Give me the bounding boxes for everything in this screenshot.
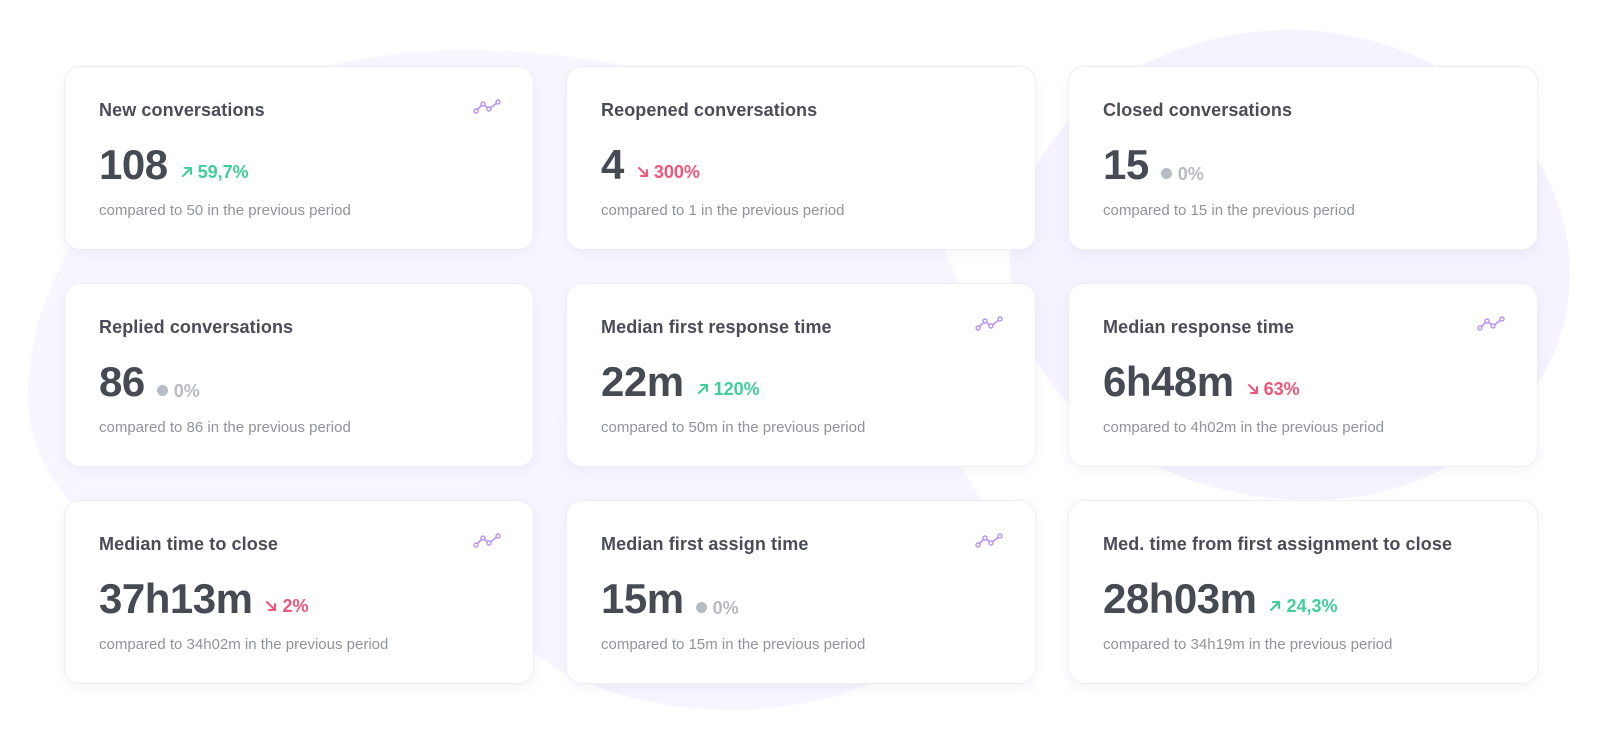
metric-card-time-first-assignment-to-close: Med. time from first assignment to close… bbox=[1068, 500, 1538, 684]
card-title: Median time to close bbox=[99, 534, 279, 554]
card-title: New conversations bbox=[99, 100, 265, 120]
metric-value: 37h13m bbox=[99, 575, 253, 622]
neutral-dot-icon bbox=[695, 602, 707, 613]
change-indicator: 63% bbox=[1246, 378, 1300, 400]
trend-line-icon[interactable] bbox=[975, 533, 1003, 549]
change-percent: 300% bbox=[653, 162, 700, 182]
change-indicator: 0% bbox=[1160, 163, 1204, 185]
card-title: Reopened conversations bbox=[601, 100, 818, 120]
change-percent: 24,3% bbox=[1286, 596, 1338, 616]
change-indicator: 0% bbox=[695, 597, 739, 619]
change-indicator: 59,7% bbox=[180, 161, 249, 183]
metric-value: 6h48m bbox=[1103, 358, 1234, 405]
metric-card-median-first-response-time: Median first response time 22m 120% comp… bbox=[566, 283, 1036, 467]
trend-line-icon[interactable] bbox=[1477, 316, 1505, 332]
metric-card-replied-conversations: Replied conversations 86 0% compared to … bbox=[64, 283, 534, 467]
card-title: Replied conversations bbox=[99, 317, 294, 337]
comparison-text: compared to 50 in the previous period bbox=[99, 202, 351, 219]
card-title: Med. time from first assignment to close bbox=[1103, 534, 1453, 554]
change-percent: 63% bbox=[1263, 379, 1300, 399]
comparison-text: compared to 15 in the previous period bbox=[1103, 202, 1355, 219]
metric-value: 15 bbox=[1103, 141, 1149, 188]
metric-value: 28h03m bbox=[1103, 575, 1257, 622]
metric-card-median-time-to-close: Median time to close 37h13m 2% compared … bbox=[64, 500, 534, 684]
comparison-text: compared to 34h02m in the previous perio… bbox=[99, 636, 389, 653]
metric-value: 86 bbox=[99, 358, 145, 405]
trend-line-icon[interactable] bbox=[473, 99, 501, 115]
metric-card-closed-conversations: Closed conversations 15 0% compared to 1… bbox=[1068, 66, 1538, 250]
change-percent: 59,7% bbox=[197, 162, 249, 182]
card-title: Median first response time bbox=[601, 317, 832, 337]
comparison-text: compared to 4h02m in the previous period bbox=[1103, 419, 1385, 436]
change-percent: 2% bbox=[282, 596, 309, 616]
change-percent: 120% bbox=[713, 379, 760, 399]
comparison-text: compared to 34h19m in the previous perio… bbox=[1103, 636, 1393, 653]
metrics-grid: New conversations 108 59,7% compared to … bbox=[64, 66, 1538, 684]
change-indicator: 120% bbox=[696, 378, 760, 400]
change-indicator: 2% bbox=[264, 595, 308, 617]
metric-value: 4 bbox=[601, 141, 624, 188]
neutral-dot-icon bbox=[1160, 168, 1172, 179]
metric-card-new-conversations: New conversations 108 59,7% compared to … bbox=[64, 66, 534, 250]
trend-line-icon[interactable] bbox=[473, 533, 501, 549]
change-percent: 0% bbox=[712, 597, 739, 618]
change-percent: 0% bbox=[173, 380, 200, 401]
change-indicator: 24,3% bbox=[1268, 595, 1337, 617]
comparison-text: compared to 1 in the previous period bbox=[601, 202, 845, 219]
card-title: Closed conversations bbox=[1103, 100, 1293, 120]
arrow-up-right-icon bbox=[181, 167, 192, 177]
arrow-down-right-icon bbox=[1247, 384, 1258, 394]
arrow-down-right-icon bbox=[637, 167, 648, 177]
arrow-up-right-icon bbox=[1270, 601, 1281, 611]
comparison-text: compared to 50m in the previous period bbox=[601, 419, 866, 436]
change-percent: 0% bbox=[1177, 163, 1204, 184]
metric-card-reopened-conversations: Reopened conversations 4 300% compared t… bbox=[566, 66, 1036, 250]
arrow-up-right-icon bbox=[697, 384, 708, 394]
card-title: Median response time bbox=[1103, 317, 1295, 337]
comparison-text: compared to 86 in the previous period bbox=[99, 419, 351, 436]
neutral-dot-icon bbox=[156, 385, 168, 396]
metric-card-median-response-time: Median response time 6h48m 63% compared … bbox=[1068, 283, 1538, 467]
card-title: Median first assign time bbox=[601, 534, 809, 554]
change-indicator: 0% bbox=[156, 380, 200, 402]
trend-line-icon[interactable] bbox=[975, 316, 1003, 332]
change-indicator: 300% bbox=[636, 161, 700, 183]
metric-value: 108 bbox=[99, 141, 168, 188]
metric-value: 22m bbox=[601, 358, 684, 405]
metric-value: 15m bbox=[601, 575, 684, 622]
comparison-text: compared to 15m in the previous period bbox=[601, 636, 866, 653]
arrow-down-right-icon bbox=[266, 601, 277, 611]
metric-card-median-first-assign-time: Median first assign time 15m 0% compared… bbox=[566, 500, 1036, 684]
